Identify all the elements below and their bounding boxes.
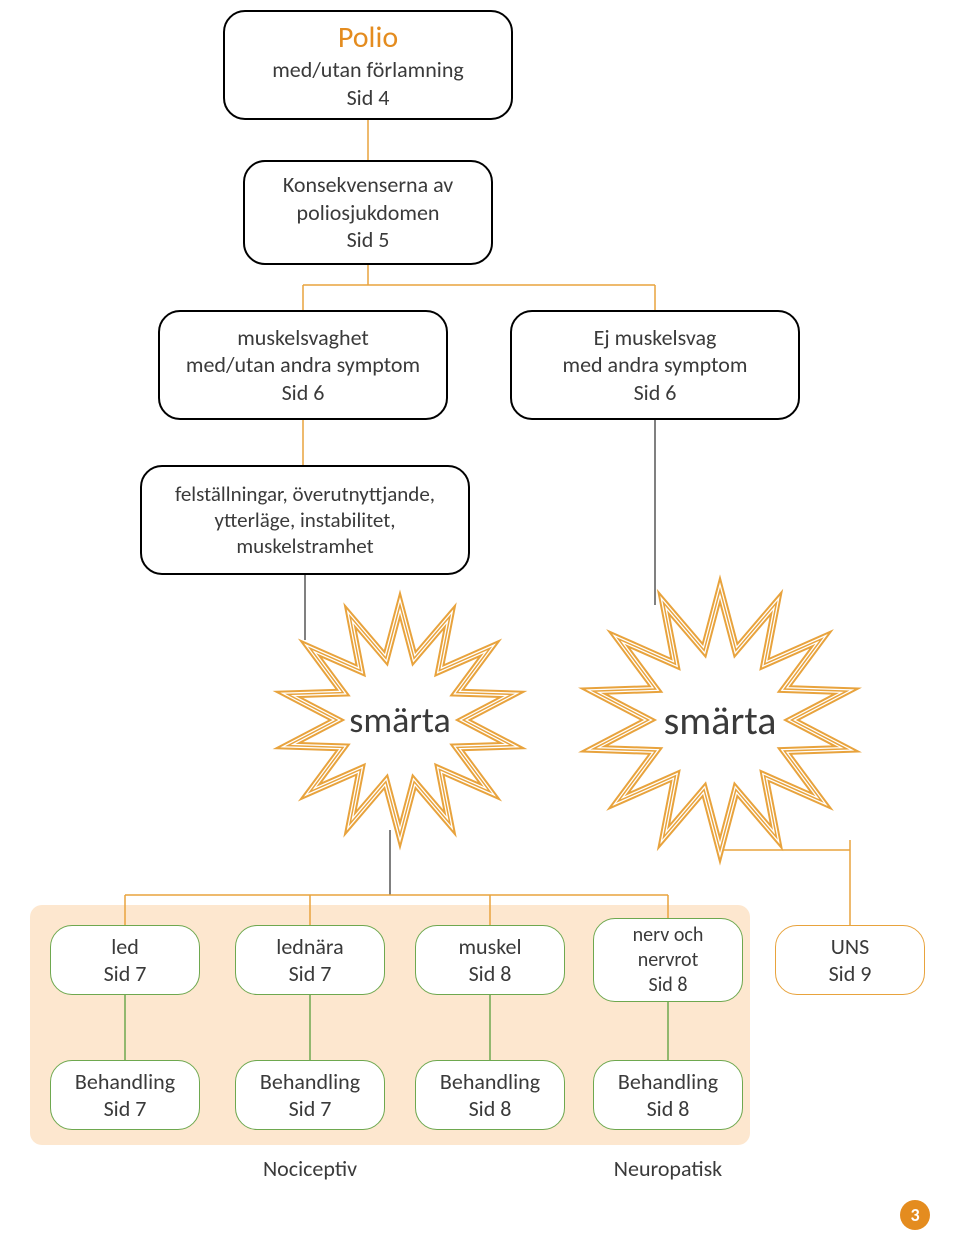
node-nerv: nerv och nervrot Sid 8: [593, 918, 743, 1002]
node-muskelsvag-l1: muskelsvaghet: [237, 324, 369, 352]
node-beh2-l2: Sid 7: [289, 1095, 332, 1123]
node-nerv-l2: nervrot: [638, 948, 699, 973]
node-muskel-l1: muskel: [458, 933, 521, 961]
node-ej: Ej muskelsvag med andra symptom Sid 6: [510, 310, 800, 420]
node-lednara-l1: lednära: [276, 933, 343, 961]
node-nerv-l1: nerv och: [633, 923, 704, 948]
node-beh4-l2: Sid 8: [647, 1095, 690, 1123]
page-number-badge: 3: [900, 1200, 930, 1230]
node-polio: Polio med/utan förlamning Sid 4: [223, 10, 513, 120]
node-ej-l3: Sid 6: [634, 379, 677, 407]
node-konsek-l1: Konsekvenserna av: [283, 171, 453, 199]
node-beh4: Behandling Sid 8: [593, 1060, 743, 1130]
node-led-l2: Sid 7: [104, 960, 147, 988]
node-lednara: lednära Sid 7: [235, 925, 385, 995]
starburst-right: smärta: [600, 600, 840, 840]
node-beh3-l2: Sid 8: [469, 1095, 512, 1123]
node-beh1: Behandling Sid 7: [50, 1060, 200, 1130]
node-uns: UNS Sid 9: [775, 925, 925, 995]
node-beh2-l1: Behandling: [260, 1068, 360, 1096]
node-led-l1: led: [111, 933, 139, 961]
node-beh4-l1: Behandling: [618, 1068, 718, 1096]
node-led: led Sid 7: [50, 925, 200, 995]
node-muskel: muskel Sid 8: [415, 925, 565, 995]
node-konsek: Konsekvenserna av poliosjukdomen Sid 5: [243, 160, 493, 265]
node-muskel-l2: Sid 8: [469, 960, 512, 988]
page-number: 3: [910, 1204, 919, 1226]
node-konsek-l3: Sid 5: [347, 226, 390, 254]
node-muskelsvag-l3: Sid 6: [282, 379, 325, 407]
node-felst: felställningar, överutnyttjande, ytterlä…: [140, 465, 470, 575]
node-beh2: Behandling Sid 7: [235, 1060, 385, 1130]
node-ej-l2: med andra symptom: [563, 351, 748, 379]
label-neuropatisk: Neuropatisk: [593, 1155, 743, 1182]
node-felst-l1: felställningar, överutnyttjande,: [175, 481, 435, 507]
node-beh1-l1: Behandling: [75, 1068, 175, 1096]
node-polio-line3: Sid 4: [347, 84, 390, 112]
starburst-right-text: smärta: [664, 696, 777, 745]
starburst-left-text: smärta: [349, 698, 451, 742]
node-felst-l3: muskelstramhet: [236, 533, 373, 559]
node-nerv-l3: Sid 8: [649, 973, 688, 998]
node-beh3: Behandling Sid 8: [415, 1060, 565, 1130]
starburst-left: smärta: [300, 620, 500, 820]
node-konsek-l2: poliosjukdomen: [297, 199, 440, 227]
node-beh1-l2: Sid 7: [104, 1095, 147, 1123]
label-nociceptiv: Nociceptiv: [235, 1155, 385, 1182]
node-ej-l1: Ej muskelsvag: [594, 324, 717, 352]
node-muskelsvag-l2: med/utan andra symptom: [186, 351, 420, 379]
node-polio-title: Polio: [338, 19, 398, 57]
node-felst-l2: ytterläge, instabilitet,: [214, 507, 395, 533]
node-uns-l1: UNS: [831, 933, 869, 961]
node-beh3-l1: Behandling: [440, 1068, 540, 1096]
node-muskelsvag: muskelsvaghet med/utan andra symptom Sid…: [158, 310, 448, 420]
node-polio-line2: med/utan förlamning: [272, 56, 464, 84]
node-lednara-l2: Sid 7: [289, 960, 332, 988]
node-uns-l2: Sid 9: [829, 960, 872, 988]
